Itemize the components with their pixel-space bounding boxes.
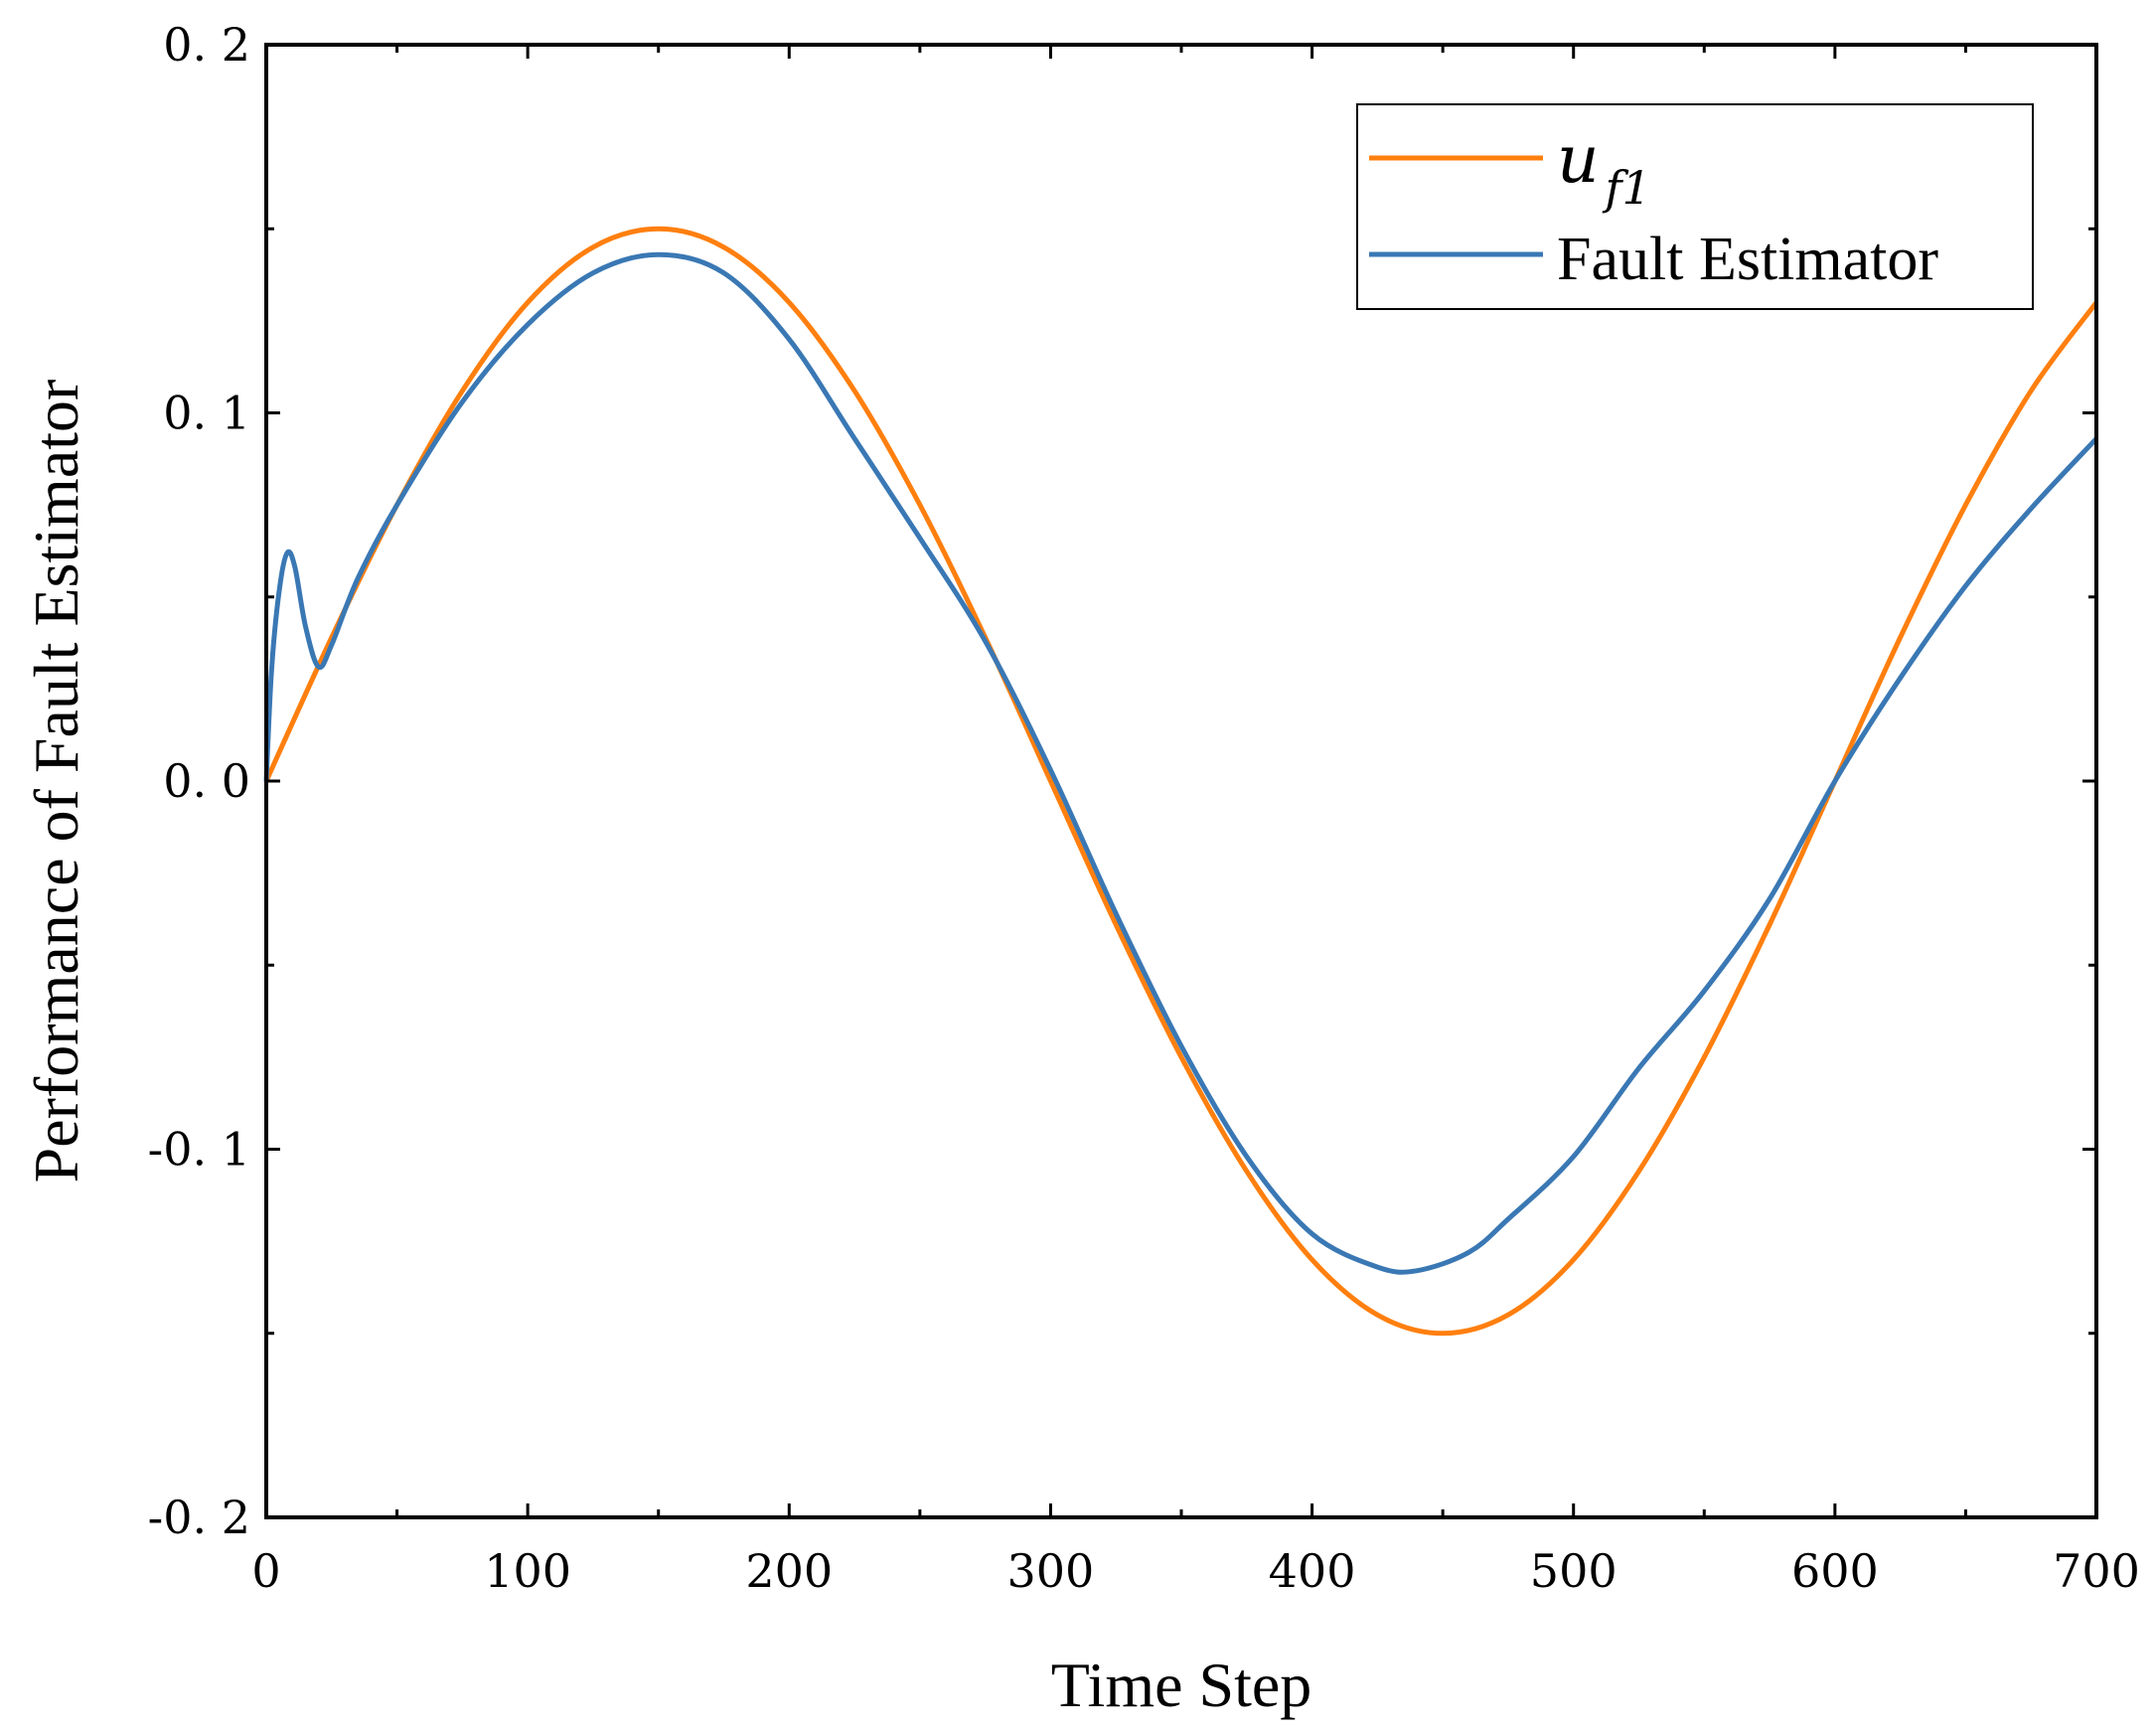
y-axis-title: Performance of Fault Estimator	[21, 380, 91, 1183]
y-tick-label: 0. 0	[163, 754, 250, 808]
x-tick-label: 500	[1530, 1544, 1617, 1598]
y-tick-label: 0. 2	[163, 18, 250, 72]
x-tick-label: 200	[745, 1544, 833, 1598]
x-tick-label: 100	[484, 1544, 571, 1598]
x-tick-label: 400	[1269, 1544, 1356, 1598]
legend-label-uf1-subscript: f1	[1603, 161, 1651, 215]
x-tick-label: 0	[251, 1544, 280, 1598]
y-tick-label: -0. 2	[148, 1491, 250, 1544]
ticks-layer: 0 100 200 300 400 500 600 700 -0. 2 -0. 1 0. 0 0. 1…	[148, 18, 2140, 1598]
legend-label-uf1-symbol: u	[1557, 121, 1600, 198]
legend-box	[1356, 103, 2034, 310]
x-axis-title: Time Step	[1051, 1650, 1312, 1720]
legend-label-uf1: u f1	[1557, 121, 1651, 215]
y-tick-label: -0. 1	[148, 1123, 250, 1177]
legend: u f1 Fault Estimator	[1356, 103, 2034, 310]
series-line-uf1	[263, 226, 2099, 1337]
x-tick-label: 300	[1007, 1544, 1095, 1598]
y-tick-label: 0. 1	[163, 387, 250, 440]
series-line-fault-estimator	[263, 251, 2098, 1275]
legend-label-fault-estimator: Fault Estimator	[1557, 226, 1938, 293]
x-tick-label: 700	[2053, 1544, 2140, 1598]
series-layer	[263, 226, 2099, 1337]
x-tick-label: 600	[1791, 1544, 1879, 1598]
